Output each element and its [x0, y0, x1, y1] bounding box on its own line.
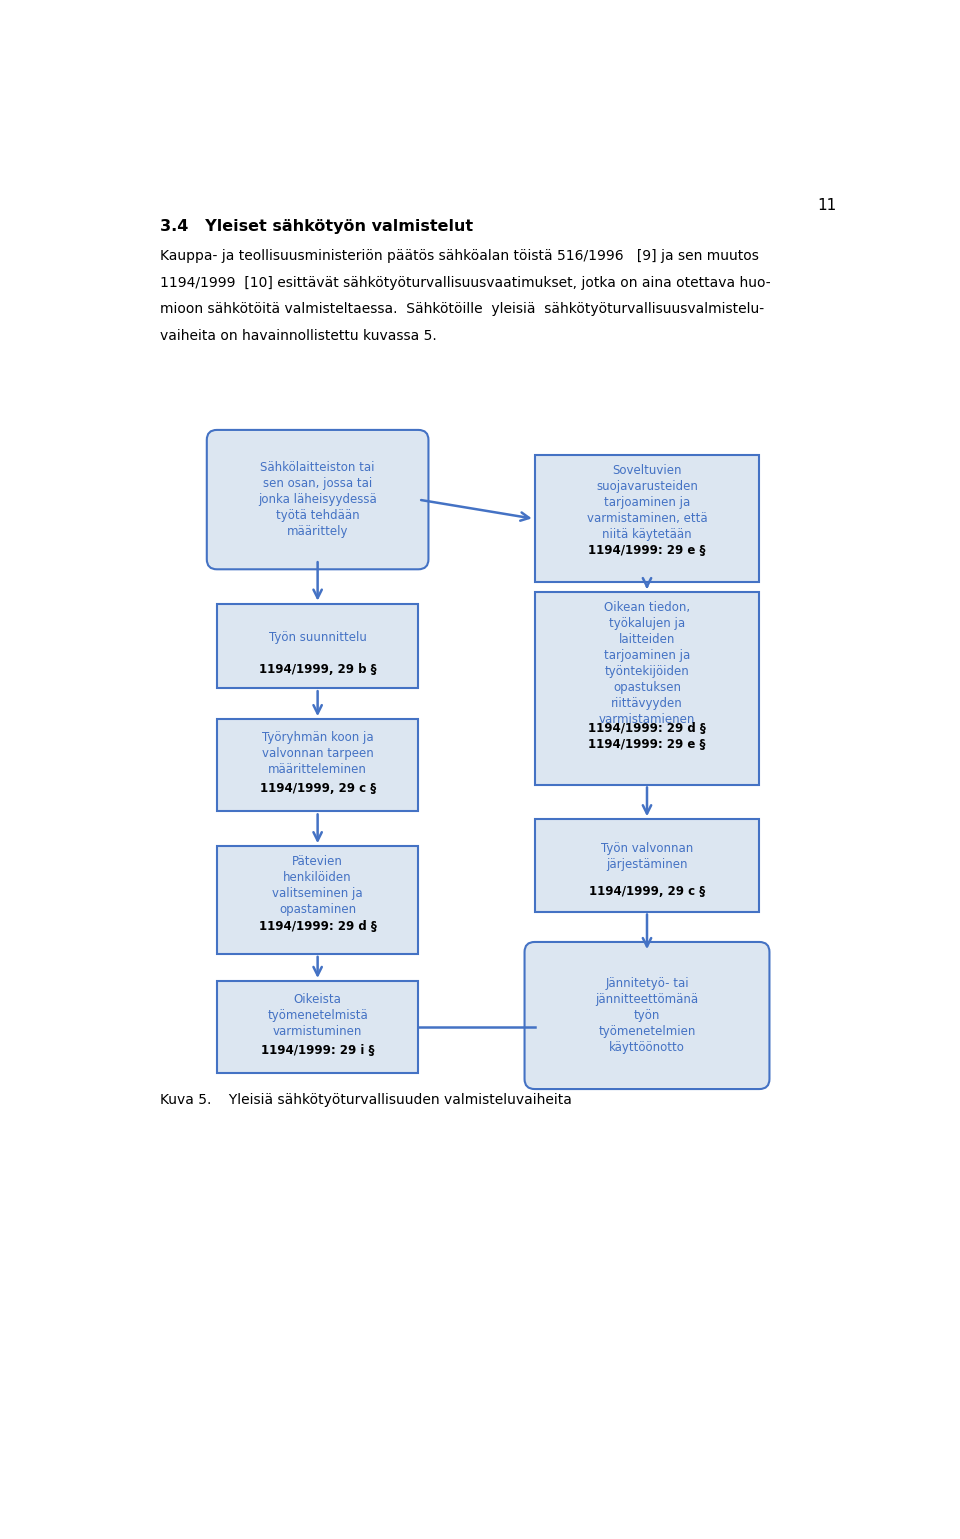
Text: Kuva 5.    Yleisiä sähkötyöturvallisuuden valmisteluvaiheita: Kuva 5. Yleisiä sähkötyöturvallisuuden v… [160, 1093, 572, 1107]
Text: Soveltuvien
suojavarusteiden
tarjoaminen ja
varmistaminen, että
niitä käytetään: Soveltuvien suojavarusteiden tarjoaminen… [587, 463, 708, 540]
FancyBboxPatch shape [217, 846, 419, 954]
Text: 1194/1999: 29 d §: 1194/1999: 29 d § [258, 920, 376, 934]
Text: Kauppa- ja teollisuusministeriön päätös sähköalan töistä 516/1996   [9] ja sen m: Kauppa- ja teollisuusministeriön päätös … [160, 249, 759, 263]
Text: 1194/1999: 29 i §: 1194/1999: 29 i § [261, 1043, 374, 1057]
Text: 1194/1999: 29 d §
1194/1999: 29 e §: 1194/1999: 29 d § 1194/1999: 29 e § [588, 722, 706, 751]
FancyBboxPatch shape [524, 942, 770, 1090]
Text: 1194/1999, 29 c §: 1194/1999, 29 c § [259, 782, 375, 794]
Text: vaiheita on havainnollistettu kuvassa 5.: vaiheita on havainnollistettu kuvassa 5. [160, 329, 437, 343]
Text: 3.4   Yleiset sähkötyön valmistelut: 3.4 Yleiset sähkötyön valmistelut [160, 219, 473, 234]
FancyBboxPatch shape [217, 719, 419, 811]
FancyBboxPatch shape [206, 429, 428, 569]
Text: Oikean tiedon,
työkalujen ja
laitteiden
tarjoaminen ja
työntekijöiden
opastuksen: Oikean tiedon, työkalujen ja laitteiden … [599, 600, 695, 726]
Text: 1194/1999: 29 e §: 1194/1999: 29 e § [588, 545, 706, 557]
FancyBboxPatch shape [217, 980, 419, 1073]
Text: 1194/1999, 29 c §: 1194/1999, 29 c § [588, 885, 706, 897]
Text: Työn suunnittelu: Työn suunnittelu [269, 631, 367, 643]
Text: Sähkölaitteiston tai
sen osan, jossa tai
jonka läheisyydessä
työtä tehdään
määri: Sähkölaitteiston tai sen osan, jossa tai… [258, 462, 377, 539]
FancyBboxPatch shape [535, 593, 759, 785]
Text: mioon sähkötöitä valmisteltaessa.  Sähkötöille  yleisiä  sähkötyöturvallisuusval: mioon sähkötöitä valmisteltaessa. Sähköt… [160, 303, 764, 317]
FancyBboxPatch shape [535, 456, 759, 582]
Text: 1194/1999  [10] esittävät sähkötyöturvallisuusvaatimukset, jotka on aina otettav: 1194/1999 [10] esittävät sähkötyöturvall… [160, 275, 771, 289]
FancyBboxPatch shape [217, 603, 419, 688]
FancyBboxPatch shape [535, 819, 759, 911]
Text: Pätevien
henkilöiden
valitseminen ja
opastaminen: Pätevien henkilöiden valitseminen ja opa… [273, 856, 363, 917]
Text: Jännitetyö- tai
jännitteettömänä
työn
työmenetelmien
käyttöönotto: Jännitetyö- tai jännitteettömänä työn ty… [595, 977, 699, 1054]
Text: 11: 11 [818, 199, 837, 212]
Text: Työn valvonnan
järjestäminen: Työn valvonnan järjestäminen [601, 842, 693, 871]
Text: Oikeista
työmenetelmistä
varmistuminen: Oikeista työmenetelmistä varmistuminen [267, 993, 368, 1037]
Text: Työryhmän koon ja
valvonnan tarpeen
määritteleminen: Työryhmän koon ja valvonnan tarpeen määr… [262, 731, 373, 776]
Text: 1194/1999, 29 b §: 1194/1999, 29 b § [259, 663, 376, 676]
